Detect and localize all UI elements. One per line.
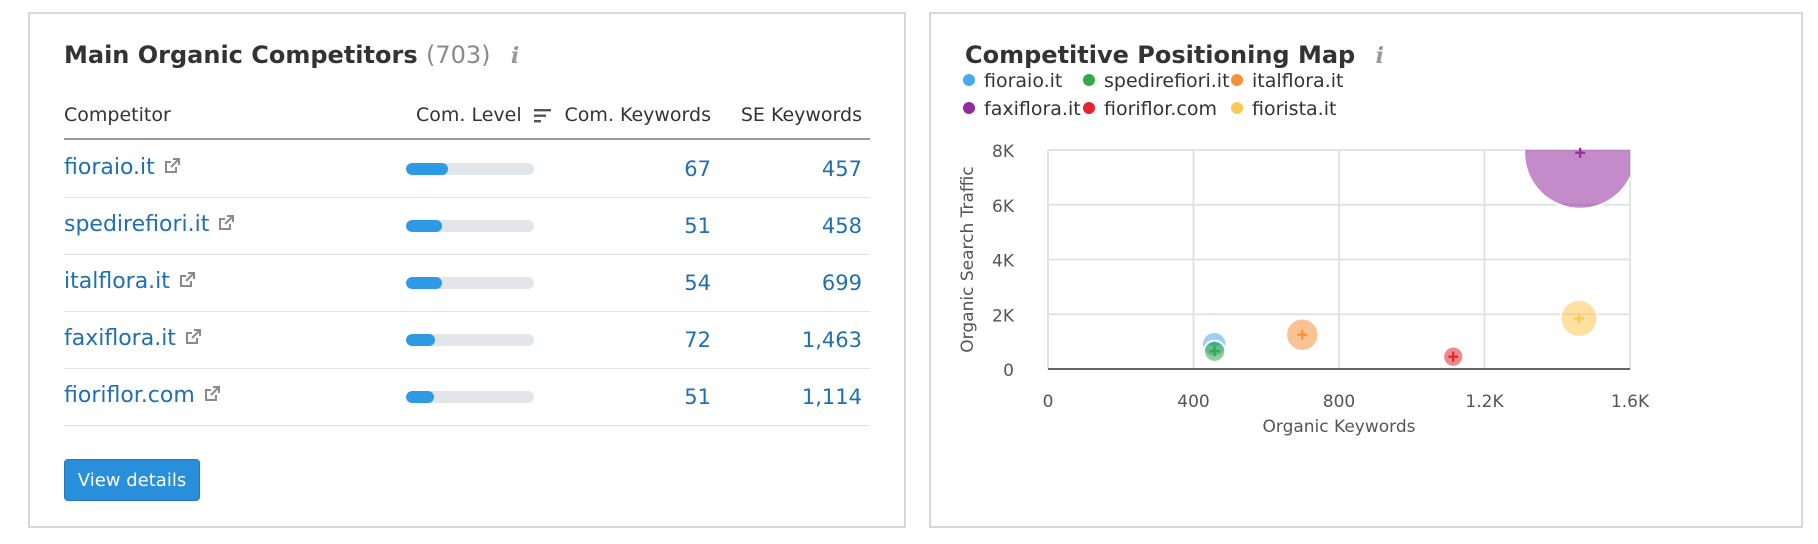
external-link-icon[interactable]: [184, 327, 202, 352]
se-keywords-value[interactable]: 1,114: [801, 385, 862, 409]
y-tick-label: 6K: [992, 197, 1015, 217]
external-link-icon[interactable]: [203, 384, 221, 409]
panel-title: Main Organic Competitors (703) i: [64, 41, 519, 69]
x-tick-label: 800: [1323, 392, 1355, 412]
y-tick-label: 0: [1003, 361, 1014, 381]
column-se-keywords: SE Keywords: [740, 104, 862, 126]
competitor-link[interactable]: spedirefiori.it: [64, 212, 235, 238]
com-level-fill: [406, 334, 436, 346]
legend-item[interactable]: spedirefiori.it: [1083, 70, 1230, 92]
com-level-bar: [406, 334, 534, 346]
column-com-level-label: Com. Level: [416, 104, 522, 126]
bubble-faxiflora-it: [1523, 150, 1630, 210]
positioning-chart: 0 400 800 1.2K 1.6K 0 2K 4K 6K 8K Organic Keywords…: [958, 142, 1650, 437]
se-keywords-value[interactable]: 457: [821, 157, 862, 181]
com-level-bar: [406, 163, 534, 175]
competitor-name[interactable]: fioraio.it: [64, 155, 155, 180]
competitor-link[interactable]: fioriflor.com: [64, 383, 221, 409]
legend-label: fioraio.it: [984, 70, 1063, 92]
competitive-positioning-map-panel: Competitive Positioning Map i fioraio.it…: [929, 12, 1803, 528]
com-level-bar: [406, 220, 534, 232]
se-keywords-value[interactable]: 699: [821, 271, 862, 295]
legend-label: fioriflor.com: [1104, 98, 1217, 120]
table-row: spedirefiori.it 51 458: [64, 197, 870, 255]
y-axis-label: Organic Search Traffic: [958, 166, 978, 352]
info-icon[interactable]: i: [510, 43, 520, 69]
com-level-fill: [406, 163, 449, 175]
legend-item[interactable]: italflora.it: [1231, 70, 1343, 92]
x-tick-label: 400: [1177, 392, 1209, 412]
external-link-icon[interactable]: [178, 270, 196, 295]
legend-item[interactable]: fioraio.it: [963, 70, 1062, 92]
legend-dot: [1083, 73, 1095, 86]
com-level-fill: [406, 220, 442, 232]
column-com-level[interactable]: Com. Level: [416, 104, 551, 126]
table-row: fioraio.it 67 457: [64, 140, 870, 198]
table-row: faxiflora.it 72 1,463: [64, 311, 870, 369]
y-tick-label: 2K: [992, 306, 1015, 326]
x-axis-label: Organic Keywords: [1263, 417, 1416, 437]
com-keywords-value[interactable]: 54: [684, 271, 711, 295]
competitor-count: (703): [425, 41, 491, 69]
legend-dot: [1083, 101, 1095, 114]
x-tick-label: 1.2K: [1465, 392, 1504, 412]
legend-item[interactable]: fiorista.it: [1231, 98, 1336, 120]
legend-item[interactable]: faxiflora.it: [963, 98, 1081, 120]
legend-label: spedirefiori.it: [1104, 70, 1230, 92]
legend-label: faxiflora.it: [984, 98, 1081, 120]
competitor-name[interactable]: fioriflor.com: [64, 383, 195, 408]
y-tick-label: 8K: [992, 142, 1015, 162]
com-keywords-value[interactable]: 67: [684, 157, 711, 181]
table-header: Competitor Com. Level Com. Keywords SE K…: [64, 96, 870, 140]
info-icon[interactable]: i: [1375, 43, 1384, 69]
se-keywords-value[interactable]: 458: [821, 214, 862, 238]
external-link-icon[interactable]: [163, 156, 181, 181]
panel-title-text: Main Organic Competitors: [64, 41, 418, 69]
external-link-icon[interactable]: [217, 213, 235, 238]
chart-title-text: Competitive Positioning Map: [965, 41, 1356, 69]
main-organic-competitors-panel: Main Organic Competitors (703) i Competi…: [28, 12, 906, 528]
x-tick-label: 1.6K: [1611, 392, 1650, 412]
column-competitor: Competitor: [64, 104, 171, 126]
table-row: fioriflor.com 51 1,114: [64, 368, 870, 426]
legend-dot: [1231, 101, 1243, 114]
competitor-name[interactable]: faxiflora.it: [64, 326, 176, 351]
table-row: italflora.it 54 699: [64, 254, 870, 312]
x-tick-label: 0: [1043, 392, 1054, 412]
legend-item[interactable]: fioriflor.com: [1083, 98, 1217, 120]
view-details-button[interactable]: View details: [64, 459, 200, 501]
competitor-link[interactable]: fioraio.it: [64, 155, 181, 181]
legend-dot: [1231, 73, 1243, 86]
com-level-bar: [406, 391, 534, 403]
legend-dot: [963, 73, 975, 86]
com-keywords-value[interactable]: 72: [684, 328, 711, 352]
legend-dot: [963, 101, 975, 114]
com-level-fill: [406, 391, 435, 403]
y-tick-label: 4K: [992, 252, 1015, 272]
com-keywords-value[interactable]: 51: [684, 214, 711, 238]
sort-icon[interactable]: [533, 108, 551, 124]
com-keywords-value[interactable]: 51: [684, 385, 711, 409]
competitor-link[interactable]: faxiflora.it: [64, 326, 202, 352]
chart-title: Competitive Positioning Map i: [965, 41, 1384, 69]
com-level-bar: [406, 277, 534, 289]
legend-label: fiorista.it: [1252, 98, 1337, 120]
se-keywords-value[interactable]: 1,463: [801, 328, 862, 352]
column-com-keywords: Com. Keywords: [564, 104, 711, 126]
com-level-fill: [406, 277, 442, 289]
competitor-name[interactable]: spedirefiori.it: [64, 212, 210, 237]
competitor-link[interactable]: italflora.it: [64, 269, 196, 295]
legend-label: italflora.it: [1252, 70, 1344, 92]
competitor-name[interactable]: italflora.it: [64, 269, 170, 294]
